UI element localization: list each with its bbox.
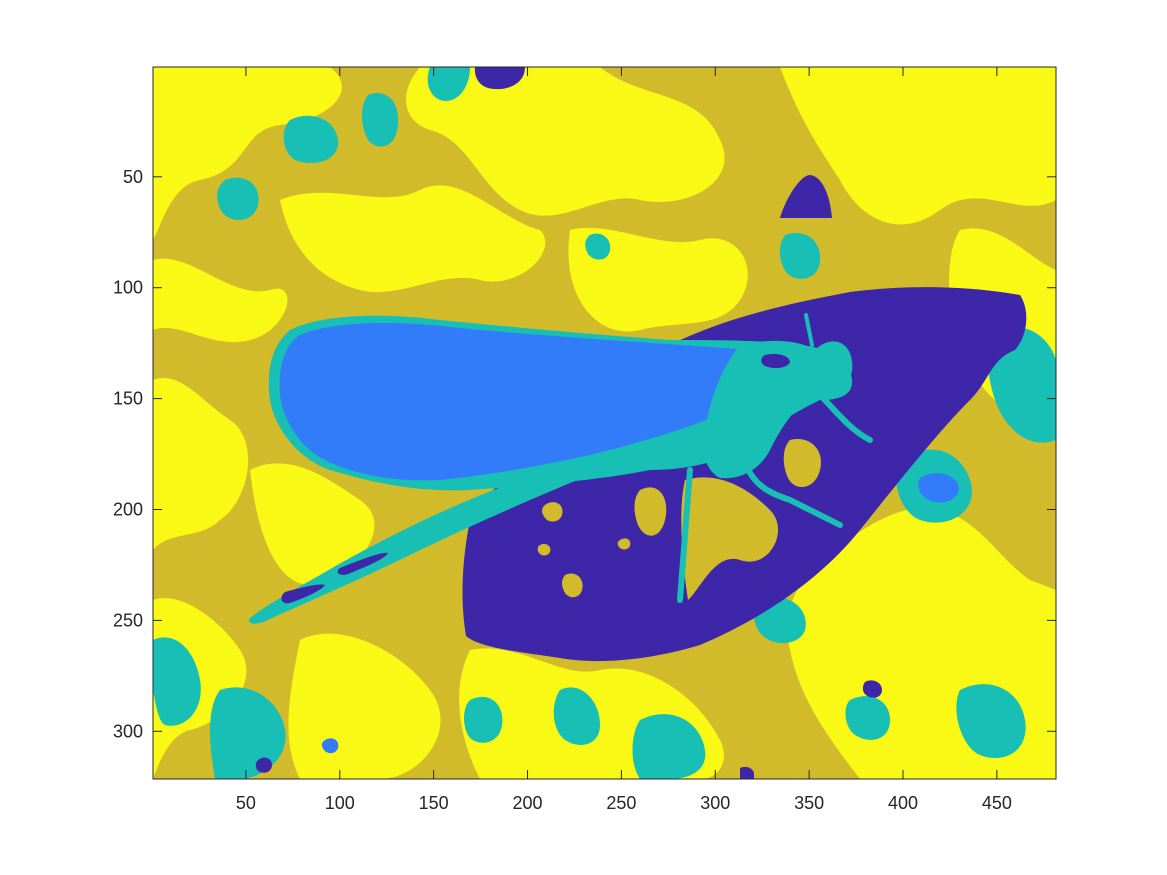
dark-speckles	[255, 67, 882, 779]
x-axis-tick-labels: 50 100 150 200 250 300 350 400 450	[236, 793, 1012, 813]
y-tick-label: 300	[113, 721, 143, 741]
y-axis-tick-labels: 50 100 150 200 250 300	[113, 167, 143, 742]
y-tick-label: 200	[113, 500, 143, 520]
insect-region	[249, 313, 873, 624]
x-tick-label: 150	[419, 793, 449, 813]
x-tick-label: 50	[236, 793, 256, 813]
x-tick-label: 350	[794, 793, 824, 813]
wing-region	[279, 323, 783, 481]
x-axis-ticks	[245, 67, 998, 779]
segmented-image	[153, 67, 1056, 779]
leaf-specks	[537, 439, 821, 600]
y-tick-label: 150	[113, 389, 143, 409]
x-tick-label: 400	[888, 793, 918, 813]
x-tick-label: 450	[982, 793, 1012, 813]
y-axis-ticks	[153, 176, 1056, 732]
y-tick-label: 250	[113, 610, 143, 630]
teal-regions	[153, 67, 1056, 779]
y-tick-label: 50	[123, 167, 143, 187]
blue-spot-small	[321, 738, 339, 754]
x-tick-label: 300	[700, 793, 730, 813]
x-tick-label: 100	[325, 793, 355, 813]
x-tick-label: 250	[606, 793, 636, 813]
blue-spot	[918, 473, 959, 503]
x-tick-label: 200	[513, 793, 543, 813]
y-tick-label: 100	[113, 278, 143, 298]
plot-frame	[152, 66, 1057, 780]
